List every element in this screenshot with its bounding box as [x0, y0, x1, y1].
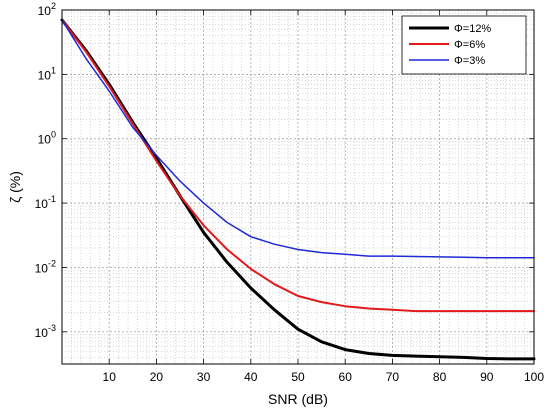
- x-tick-label: 60: [339, 370, 353, 384]
- y-tick-label: 101: [38, 65, 56, 82]
- x-tick-label: 80: [433, 370, 447, 384]
- x-tick-label: 90: [480, 370, 494, 384]
- series-line: [61, 19, 535, 259]
- y-tick-label: 102: [38, 1, 56, 18]
- minor-grid: [62, 10, 534, 364]
- x-tick-label: 40: [244, 370, 258, 384]
- series-lines: [60, 18, 536, 361]
- x-tick-label: 30: [197, 370, 211, 384]
- y-tick-marks: [62, 9, 534, 333]
- x-tick-label: 20: [150, 370, 164, 384]
- series-line: [60, 18, 536, 361]
- legend: Φ=12% Φ=6% Φ=3%: [401, 15, 527, 75]
- legend-label: Φ=3%: [454, 55, 485, 67]
- x-tick-label: 70: [386, 370, 400, 384]
- x-tick-labels: 10 20 30 40 50 60 70 80 90 100: [103, 370, 545, 384]
- x-axis-label: SNR (dB): [268, 391, 328, 407]
- y-tick-label: 10-2: [35, 258, 56, 275]
- y-tick-labels: 10-3 10-2 10-1 100 101 102: [35, 1, 56, 340]
- y-tick-label: 10-3: [35, 323, 56, 340]
- y-tick-label: 10-1: [35, 194, 56, 211]
- y-tick-label: 100: [38, 130, 56, 147]
- legend-label: Φ=12%: [454, 23, 491, 35]
- x-tick-label: 100: [524, 370, 544, 384]
- x-tick-label: 50: [291, 370, 305, 384]
- y-axis-label: ζ (%): [7, 171, 23, 203]
- legend-label: Φ=6%: [454, 39, 485, 51]
- x-tick-marks: [108, 10, 535, 364]
- x-tick-label: 10: [103, 370, 117, 384]
